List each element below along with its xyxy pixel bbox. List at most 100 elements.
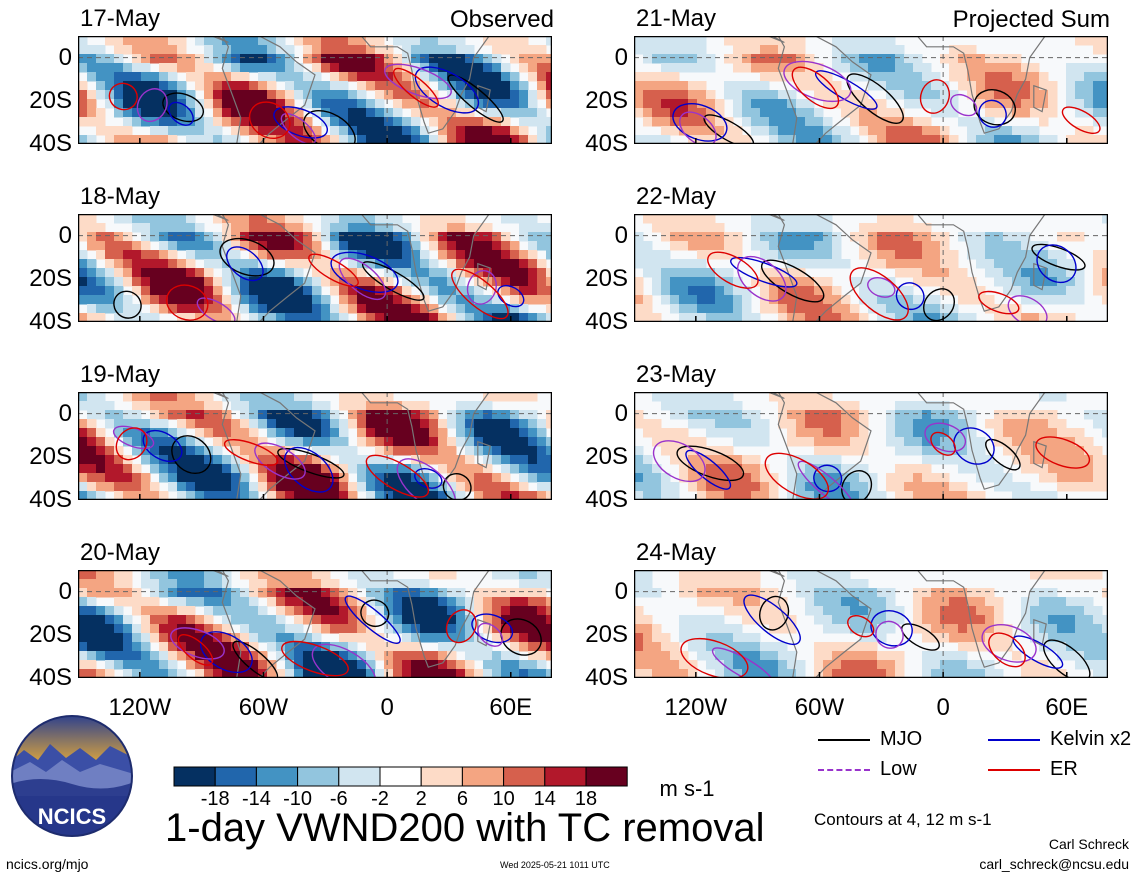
field-cell bbox=[1048, 464, 1058, 474]
field-cell bbox=[1021, 482, 1031, 492]
field-cell bbox=[697, 615, 707, 625]
field-cell bbox=[213, 72, 223, 82]
field-cell bbox=[240, 401, 250, 411]
field-cell bbox=[411, 615, 421, 625]
field-cell bbox=[339, 597, 349, 607]
field-cell bbox=[670, 428, 680, 438]
field-cell bbox=[994, 277, 1004, 287]
field-cell bbox=[438, 126, 448, 136]
field-cell bbox=[940, 126, 950, 136]
field-cell bbox=[634, 633, 644, 643]
colorbar-tick-label: -14 bbox=[241, 788, 271, 810]
field-cell bbox=[150, 633, 160, 643]
field-cell bbox=[661, 268, 671, 278]
field-cell bbox=[1048, 410, 1058, 420]
field-cell bbox=[742, 491, 752, 500]
field-cell bbox=[159, 642, 169, 652]
field-cell bbox=[204, 401, 214, 411]
field-cell bbox=[742, 482, 752, 492]
field-cell bbox=[213, 313, 223, 322]
contour-kelvin-x2 bbox=[730, 256, 798, 288]
field-cell bbox=[222, 437, 232, 447]
contour-mjo bbox=[219, 237, 275, 277]
field-cell bbox=[177, 410, 187, 420]
field-cell bbox=[402, 660, 412, 670]
panel-frame bbox=[634, 36, 1108, 144]
field-cell bbox=[186, 615, 196, 625]
field-cell bbox=[258, 108, 268, 118]
field-cell bbox=[994, 259, 1004, 269]
field-cell bbox=[204, 473, 214, 483]
field-cell bbox=[222, 241, 232, 251]
field-cell bbox=[240, 81, 250, 91]
field-cell bbox=[186, 410, 196, 420]
field-cell bbox=[240, 446, 250, 456]
field-cell bbox=[375, 72, 385, 82]
field-cell bbox=[285, 570, 295, 580]
field-cell bbox=[339, 268, 349, 278]
field-cell bbox=[105, 295, 115, 305]
field-cell bbox=[366, 81, 376, 91]
field-cell bbox=[823, 651, 833, 661]
field-cell bbox=[429, 232, 439, 242]
contour-kelvin-x2 bbox=[330, 251, 399, 293]
field-cell bbox=[258, 54, 268, 64]
field-cell bbox=[348, 63, 358, 73]
field-cell bbox=[150, 392, 160, 402]
field-cell bbox=[492, 606, 502, 616]
field-cell bbox=[249, 669, 259, 678]
field-cell bbox=[96, 473, 106, 483]
colorbar-segment bbox=[420, 766, 463, 787]
field-cell bbox=[724, 81, 734, 91]
field-cell bbox=[895, 45, 905, 55]
field-cell bbox=[78, 651, 88, 661]
field-cell bbox=[949, 606, 959, 616]
field-cell bbox=[240, 624, 250, 634]
field-cell bbox=[78, 63, 88, 73]
field-cell bbox=[1084, 615, 1094, 625]
field-cell bbox=[913, 232, 923, 242]
field-cell bbox=[501, 428, 511, 438]
field-cell bbox=[1066, 624, 1076, 634]
field-cell bbox=[913, 90, 923, 100]
field-cell bbox=[285, 45, 295, 55]
field-cell bbox=[510, 669, 520, 678]
field-cell bbox=[985, 135, 995, 144]
field-cell bbox=[697, 642, 707, 652]
field-cell bbox=[769, 126, 779, 136]
field-cell bbox=[411, 277, 421, 287]
field-cell bbox=[769, 117, 779, 127]
field-cell bbox=[312, 90, 322, 100]
field-cell bbox=[994, 419, 1004, 429]
field-cell bbox=[492, 660, 502, 670]
field-cell bbox=[285, 232, 295, 242]
field-cell bbox=[850, 63, 860, 73]
field-cell bbox=[465, 464, 475, 474]
field-cell bbox=[859, 126, 869, 136]
field-cell bbox=[706, 624, 716, 634]
field-cell bbox=[267, 482, 277, 492]
field-cell bbox=[805, 135, 815, 144]
field-cell bbox=[321, 570, 331, 580]
coastline bbox=[360, 214, 490, 312]
field-cell bbox=[823, 277, 833, 287]
field-cell bbox=[742, 651, 752, 661]
field-cell bbox=[537, 277, 547, 287]
field-cell bbox=[1039, 669, 1049, 678]
field-cell bbox=[715, 232, 725, 242]
field-cell bbox=[670, 660, 680, 670]
field-cell bbox=[204, 624, 214, 634]
field-cell bbox=[303, 392, 313, 402]
contour-kelvin-x2 bbox=[813, 464, 843, 493]
field-cell bbox=[697, 241, 707, 251]
field-cell bbox=[393, 579, 403, 589]
field-cell bbox=[877, 588, 887, 598]
field-cell bbox=[967, 72, 977, 82]
field-cell bbox=[294, 117, 304, 127]
field-cell bbox=[258, 214, 268, 224]
field-cell bbox=[823, 410, 833, 420]
field-cell bbox=[1084, 126, 1094, 136]
coastline bbox=[221, 570, 316, 678]
field-cell bbox=[267, 108, 277, 118]
field-cell bbox=[420, 286, 430, 296]
